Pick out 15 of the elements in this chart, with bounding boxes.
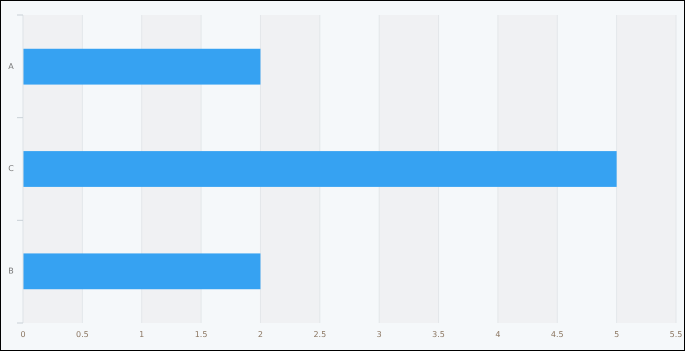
x-tick-label: 0 bbox=[20, 330, 26, 339]
x-tick-label: 2 bbox=[258, 330, 263, 339]
x-tick-label: 4.5 bbox=[550, 330, 564, 339]
x-tick-label: 0.5 bbox=[76, 330, 89, 339]
x-tick-label: 1.5 bbox=[194, 330, 208, 339]
y-tick-label: C bbox=[8, 164, 14, 174]
x-tick-label: 5.5 bbox=[670, 330, 682, 339]
x-tick-label: 4 bbox=[495, 330, 500, 339]
x-tick-label: 1 bbox=[139, 330, 144, 339]
x-tick-label: 2.5 bbox=[313, 330, 326, 339]
x-tick-label: 5 bbox=[614, 330, 620, 339]
y-tick-label: A bbox=[8, 62, 14, 71]
y-tick-label: B bbox=[8, 266, 14, 276]
x-tick-label: 3 bbox=[376, 330, 382, 339]
x-tick-label: 3.5 bbox=[432, 330, 445, 339]
